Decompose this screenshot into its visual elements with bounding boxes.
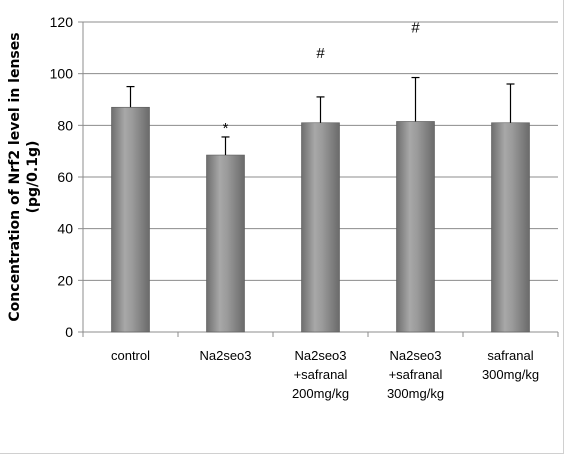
significance-mark: # — [316, 45, 325, 62]
x-category-label: +safranal — [389, 367, 443, 382]
y-tick-label: 80 — [57, 117, 73, 133]
bar — [301, 122, 340, 333]
labels: 0 20 40 60 80 100 120 control * Na2seo3 # Na2seo3 +s… — [7, 14, 539, 401]
y-tick-label: 100 — [50, 66, 74, 82]
y-axis-title: Concentration of Nrf2 level in lenses — [7, 32, 23, 321]
x-category-label: Na2seo3 — [294, 348, 346, 363]
y-tick-label: 60 — [57, 169, 73, 185]
bar — [206, 154, 245, 333]
y-tick-label: 20 — [57, 272, 73, 288]
significance-mark: # — [411, 19, 420, 36]
y-tick-label: 40 — [57, 221, 73, 237]
x-category-label: 200mg/kg — [292, 386, 349, 401]
bar — [111, 106, 150, 333]
significance-mark: * — [223, 120, 229, 137]
x-category-label: safranal — [487, 348, 533, 363]
x-category-label: 300mg/kg — [482, 367, 539, 382]
x-category-label: +safranal — [294, 367, 348, 382]
bar — [396, 121, 435, 333]
x-category-label: control — [111, 348, 150, 363]
y-tick-label: 120 — [50, 14, 74, 30]
x-category-label: Na2seo3 — [389, 348, 441, 363]
x-category-label: Na2seo3 — [199, 348, 251, 363]
y-axis-title: (pg/0.1g) — [25, 141, 41, 214]
y-tick-label: 0 — [65, 324, 73, 340]
bars — [111, 106, 530, 333]
error-bars — [126, 76, 515, 156]
bar — [491, 122, 530, 333]
x-category-label: 300mg/kg — [387, 386, 444, 401]
